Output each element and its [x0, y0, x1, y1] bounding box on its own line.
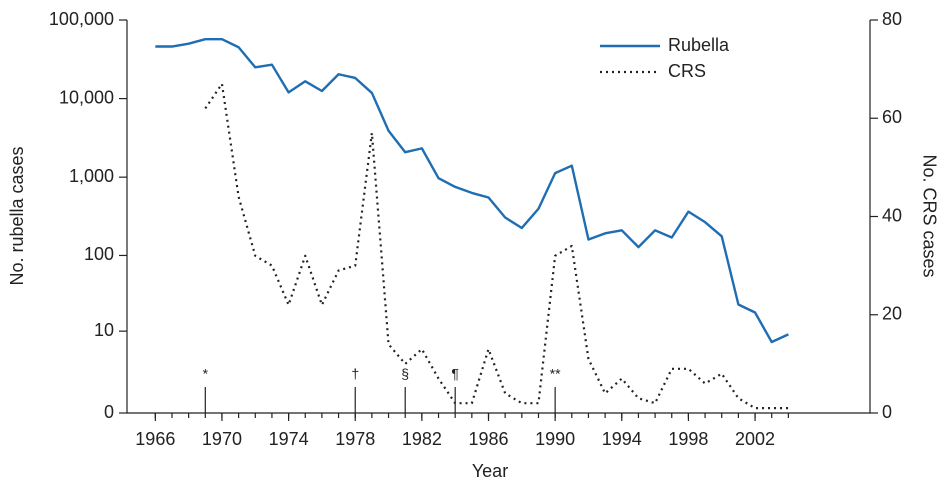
- y-tick-label: 10: [94, 320, 114, 340]
- x-tick-label: 2002: [735, 429, 775, 449]
- x-axis-label: Year: [472, 461, 508, 481]
- y2-tick-label: 60: [882, 107, 902, 127]
- x-tick-label: 1994: [602, 429, 642, 449]
- annotation-label: ¶: [451, 366, 459, 382]
- y-tick-label: 0: [104, 402, 114, 422]
- y2-tick-label: 0: [882, 402, 892, 422]
- axis-line: [126, 20, 871, 414]
- series-line: [155, 37, 789, 344]
- x-tick-label: 1998: [668, 429, 708, 449]
- y2-axis-label: No. CRS cases: [919, 154, 939, 277]
- x-tick-label: 1986: [468, 429, 508, 449]
- legend-label: Rubella: [668, 35, 730, 55]
- legend-label: CRS: [668, 61, 706, 81]
- x-tick-label: 1970: [202, 429, 242, 449]
- annotation-label: †: [351, 366, 359, 382]
- y-tick-label: 100: [84, 244, 114, 264]
- annotation-label: **: [550, 366, 561, 382]
- series-line: [204, 82, 789, 410]
- x-tick-label: 1966: [135, 429, 175, 449]
- y-tick-label: 1,000: [69, 166, 114, 186]
- x-tick-label: 1990: [535, 429, 575, 449]
- x-tick-label: 1974: [269, 429, 309, 449]
- x-tick-label: 1982: [402, 429, 442, 449]
- y2-tick-label: 80: [882, 9, 902, 29]
- y-tick-label: 10,000: [59, 87, 114, 107]
- y-axis-label: No. rubella cases: [7, 146, 27, 285]
- y-tick-label: 100,000: [49, 9, 114, 29]
- y2-tick-label: 40: [882, 205, 902, 225]
- annotation-label: *: [203, 366, 209, 382]
- annotation-label: §: [401, 366, 409, 382]
- y2-tick-label: 20: [882, 304, 902, 324]
- x-tick-label: 1978: [335, 429, 375, 449]
